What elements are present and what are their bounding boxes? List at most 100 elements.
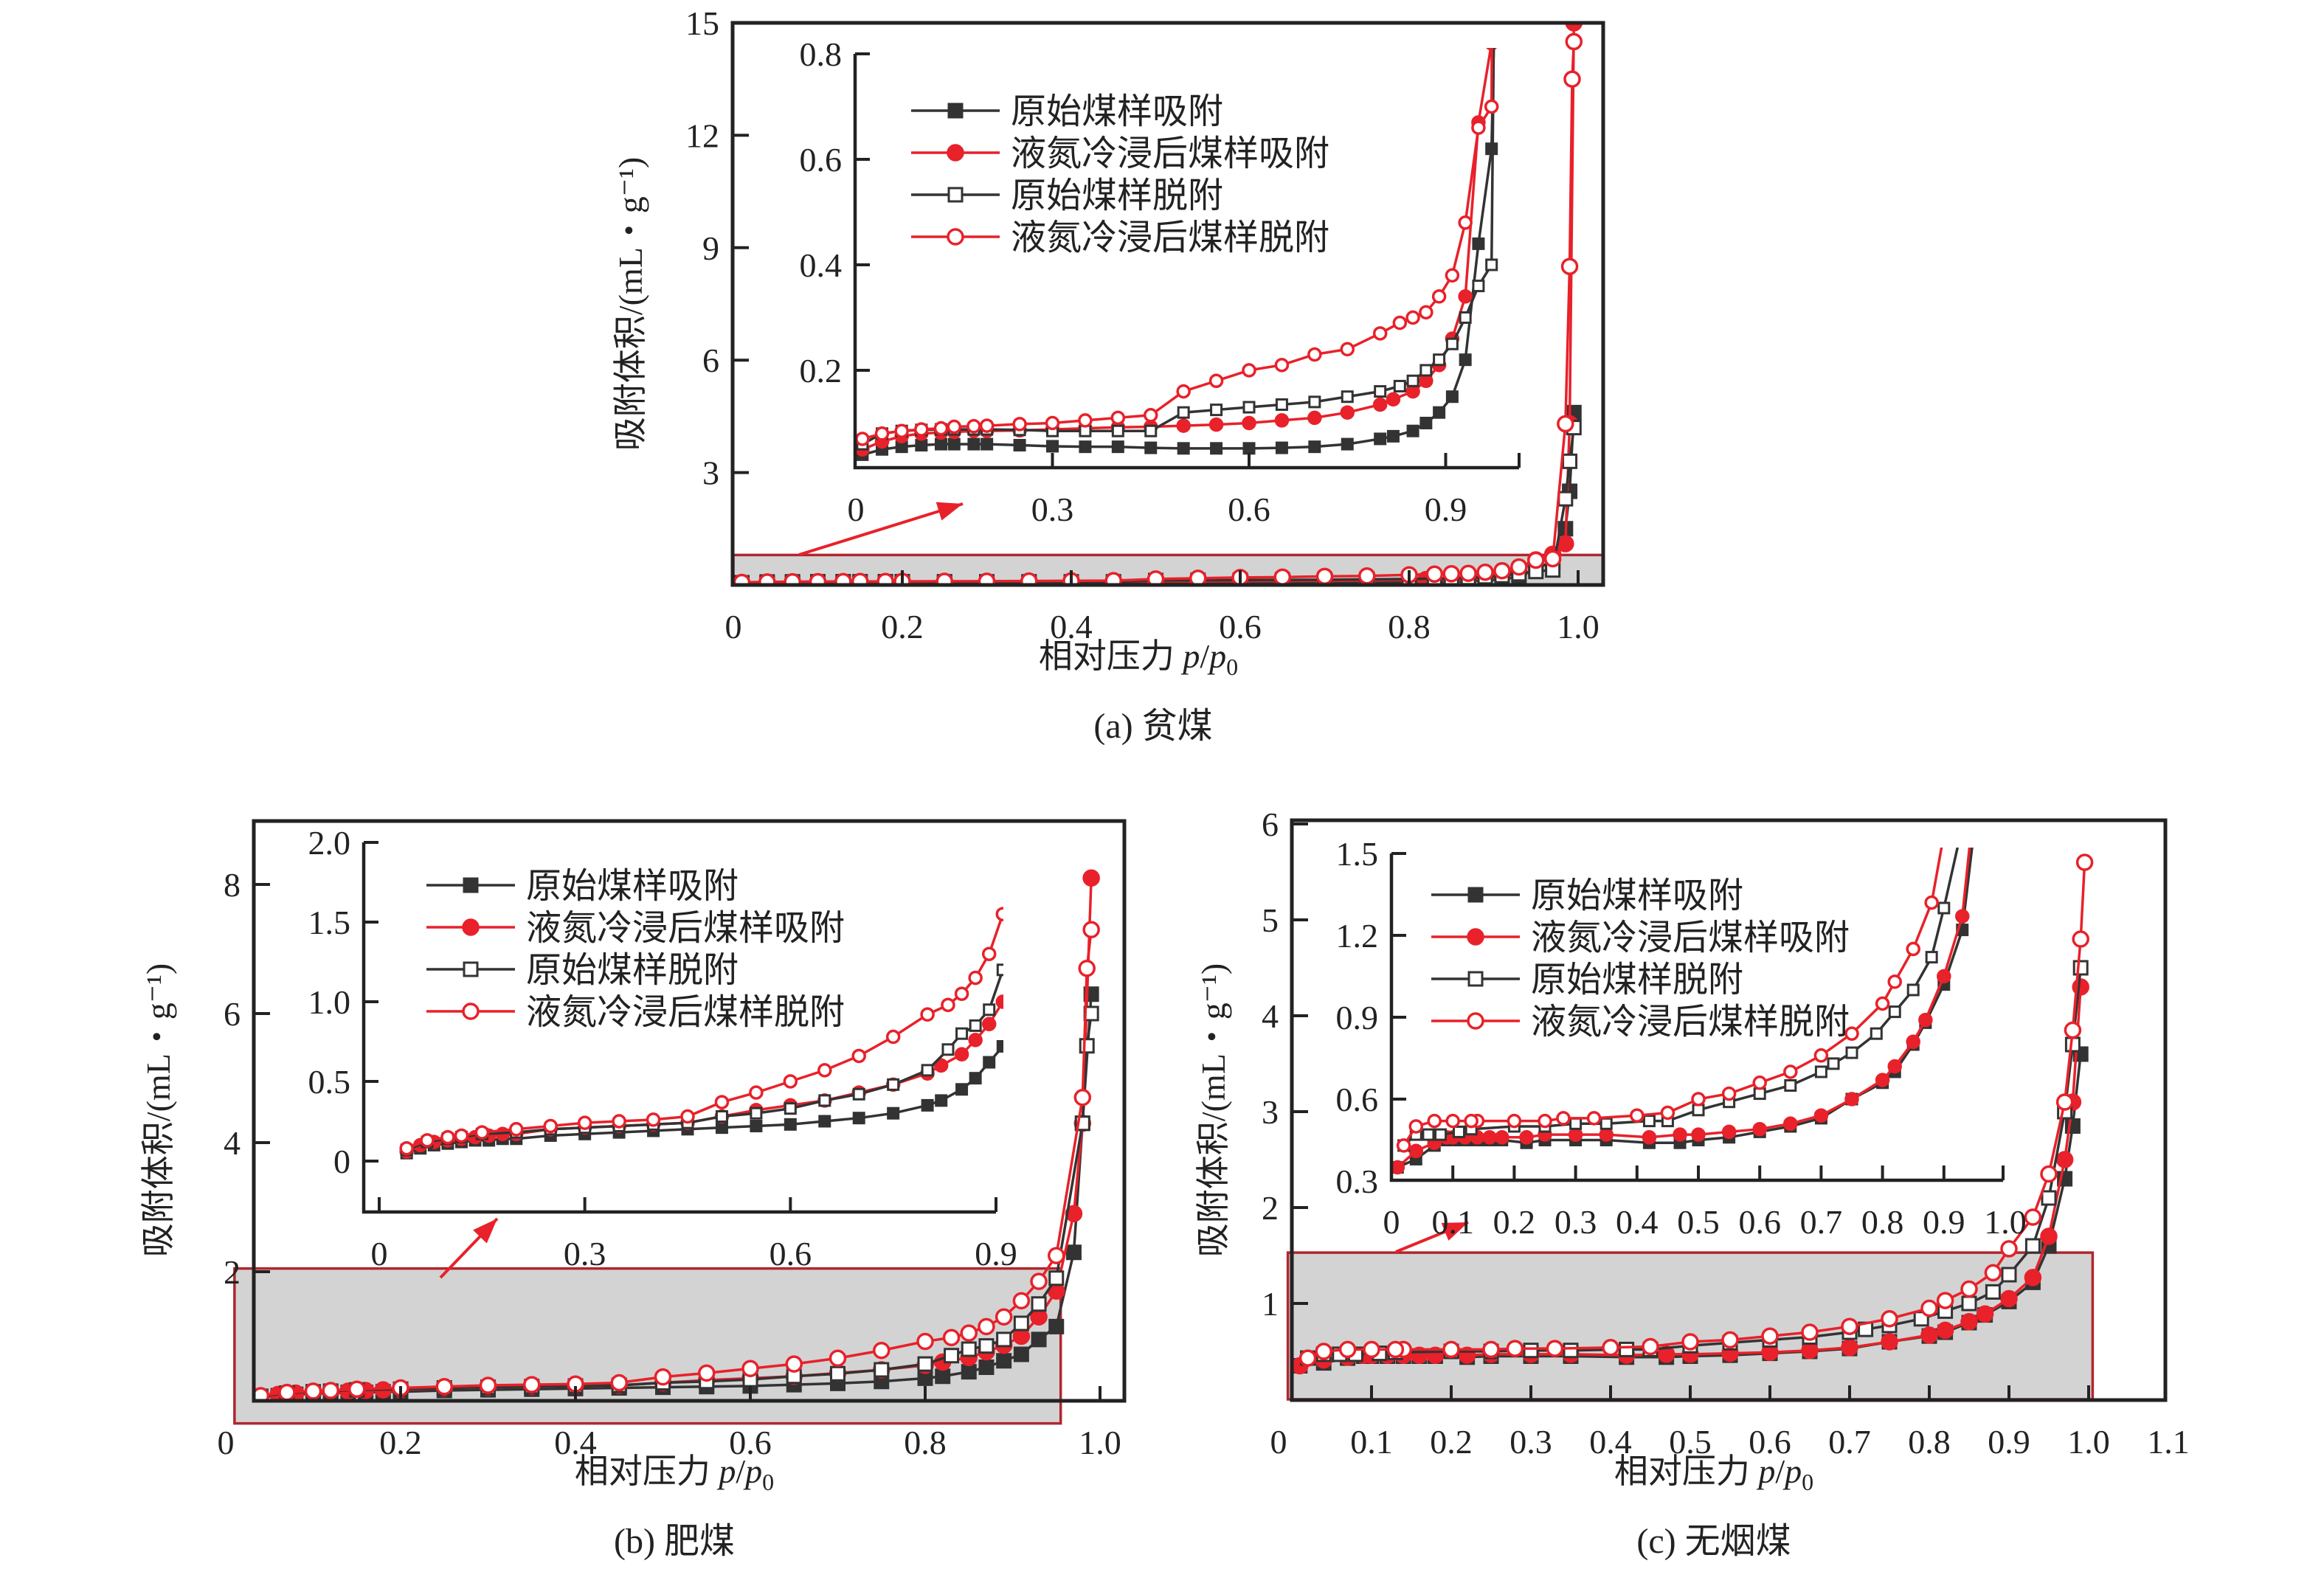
main-series-4 [254, 921, 1100, 1401]
main-data-point [1273, 568, 1291, 585]
inset-data-point [783, 1074, 798, 1089]
inset-data-point [921, 1098, 934, 1112]
legend-marker-icon [1467, 971, 1484, 987]
inset-data-point [874, 426, 890, 441]
inset-data-point [941, 1043, 955, 1056]
main-data-point [610, 1374, 628, 1392]
inset-data-point [818, 1115, 831, 1128]
inset-data-point [1485, 258, 1498, 271]
main-data-point [2024, 1238, 2041, 1254]
y-axis-label: 吸附体积/(mL・g⁻¹) [612, 157, 649, 451]
main-data-point [1082, 921, 1100, 938]
inset-data-point [1079, 440, 1092, 454]
inset-data-point [1078, 413, 1093, 428]
inset-data-point [1372, 326, 1388, 341]
inset-data-point [1507, 1113, 1522, 1129]
x-axis-label: 相对压力 p/p0 [1614, 1452, 1813, 1495]
inset-data-point [1341, 390, 1354, 403]
inset-data-point [1458, 215, 1473, 230]
inset-data-point [1472, 237, 1485, 250]
inset-data-point [1482, 1130, 1497, 1145]
main-data-point [1079, 1038, 1095, 1054]
main-data-point [1030, 1272, 1048, 1290]
main-data-point [851, 572, 869, 585]
inset-data-point [1177, 442, 1190, 455]
inset-data-point [1752, 1076, 1767, 1090]
inset-data-point [1111, 440, 1124, 454]
inset-data-point [1445, 1113, 1460, 1129]
inset-data-point [1038, 693, 1050, 705]
main-data-point [1078, 960, 1096, 977]
inset-data-point [1813, 1108, 1829, 1123]
inset-data-point [1242, 415, 1256, 431]
main-data-point [1442, 565, 1460, 583]
main-data-point [830, 1365, 845, 1382]
inset-data-point [784, 1102, 797, 1115]
inset-y-tick-label: 1.5 [308, 904, 351, 941]
main-data-point [1363, 1340, 1380, 1359]
x-axis-label: 相对压力 p/p0 [575, 1452, 774, 1495]
x-tick-label: 0 [1270, 1423, 1287, 1461]
inset-data-point [1721, 1086, 1737, 1101]
main-data-point [1985, 1284, 2001, 1300]
zoom-arrow [798, 502, 964, 556]
inset-data-point [1783, 1116, 1798, 1132]
inset-data-point [995, 994, 1003, 1009]
main-data-point [2055, 1093, 2074, 1111]
x-tick-label: 0.6 [729, 1424, 772, 1461]
main-data-point [1523, 1343, 1539, 1359]
y-tick-label: 2 [1262, 1189, 1279, 1227]
legend-label: 原始煤样吸附 [1531, 876, 1743, 915]
legend-label: 原始煤样脱附 [1531, 960, 1743, 1000]
inset-data-point [1784, 1079, 1797, 1092]
main-data-point [1048, 1318, 1065, 1334]
main-data-point [698, 1364, 716, 1382]
inset-data-point [454, 1128, 469, 1143]
inset-data-point [1405, 384, 1420, 399]
inset-data-point [1982, 630, 1992, 640]
inset-data-point [947, 419, 961, 434]
y-axis-label: 吸附体积/(mL・g⁻¹) [1194, 963, 1232, 1257]
inset-data-point [1495, 1130, 1509, 1145]
inset-data-point [420, 1133, 435, 1148]
inset-data-point [1011, 1005, 1022, 1015]
chart-panel-b: 0 0.2 0.4 0.6 0.8 1.0 2 4 6 8 0 0.3 0.6 0.9 0 0.5 1.0 1.5… [139, 693, 1127, 1561]
inset-data-point [934, 437, 947, 451]
y-axis-label: 吸附体积/(mL・g⁻¹) [139, 963, 177, 1257]
inset-data-point [1011, 948, 1023, 960]
legend-label: 原始煤样脱附 [1011, 176, 1223, 215]
main-data-point [916, 1332, 934, 1351]
inset-data-point [995, 907, 1003, 921]
inset-data-point [969, 1072, 982, 1085]
main-data-point [1013, 1315, 1029, 1331]
main-data-point [758, 573, 776, 585]
x-tick-label: 0.2 [379, 1424, 422, 1461]
inset-data-point [1993, 83, 2005, 95]
main-data-point [1147, 570, 1165, 585]
inset-data-point [852, 1112, 865, 1125]
inset-data-point [954, 986, 969, 1001]
main-data-point [1459, 564, 1477, 583]
main-data-point [1563, 1343, 1579, 1359]
inset-data-point [969, 1019, 982, 1032]
main-data-point [1338, 1340, 1357, 1359]
inset-x-tick-label: 0 [371, 1235, 388, 1272]
inset-data-point [1600, 1117, 1613, 1130]
inset-data-point [1827, 1057, 1840, 1070]
inset-data-point [1987, 411, 1999, 423]
inset-data-point [1210, 442, 1223, 455]
inset-x-tick-label: 0.9 [1923, 1203, 1965, 1241]
y-tick-label: 9 [702, 229, 719, 267]
inset-data-point [1994, 30, 2005, 40]
inset-data-point [750, 1119, 763, 1132]
inset-data-point [1111, 424, 1124, 437]
inset-data-point [1242, 442, 1256, 455]
inset-x-tick-label: 0.5 [1677, 1203, 1720, 1241]
main-data-point [1562, 453, 1578, 469]
inset-data-point [1274, 358, 1290, 373]
main-data-point [435, 1378, 453, 1396]
inset-data-point [1957, 821, 1968, 831]
main-data-point [1801, 1341, 1819, 1360]
inset-data-point [1968, 616, 1980, 628]
